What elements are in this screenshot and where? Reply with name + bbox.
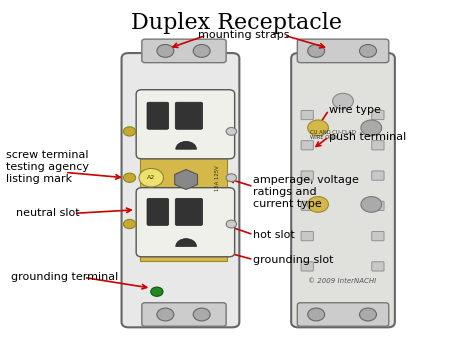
Circle shape xyxy=(359,45,376,57)
Polygon shape xyxy=(175,169,198,190)
Text: grounding slot: grounding slot xyxy=(254,255,334,265)
FancyBboxPatch shape xyxy=(297,303,389,326)
FancyBboxPatch shape xyxy=(301,111,313,120)
FancyBboxPatch shape xyxy=(291,53,395,327)
Circle shape xyxy=(308,120,328,136)
Polygon shape xyxy=(140,90,227,261)
Circle shape xyxy=(157,45,174,57)
Circle shape xyxy=(361,197,382,212)
Circle shape xyxy=(333,93,354,109)
FancyBboxPatch shape xyxy=(301,141,313,150)
FancyBboxPatch shape xyxy=(142,303,226,326)
Circle shape xyxy=(361,120,382,136)
FancyBboxPatch shape xyxy=(147,102,169,129)
FancyBboxPatch shape xyxy=(372,262,384,271)
FancyBboxPatch shape xyxy=(372,111,384,120)
Text: push terminal: push terminal xyxy=(329,132,406,142)
FancyBboxPatch shape xyxy=(372,201,384,210)
Text: amperage, voltage
ratings and
current type: amperage, voltage ratings and current ty… xyxy=(254,175,359,209)
Text: 15A 125V: 15A 125V xyxy=(215,165,220,191)
Text: screw terminal
testing agency
listing mark: screw terminal testing agency listing ma… xyxy=(6,150,89,184)
Text: Duplex Receptacle: Duplex Receptacle xyxy=(131,12,343,34)
Circle shape xyxy=(123,173,136,182)
Circle shape xyxy=(308,197,328,212)
FancyBboxPatch shape xyxy=(121,53,239,327)
Text: grounding terminal: grounding terminal xyxy=(11,272,118,283)
Circle shape xyxy=(308,308,325,321)
Circle shape xyxy=(359,308,376,321)
Text: mounting straps: mounting straps xyxy=(198,30,290,40)
Circle shape xyxy=(123,219,136,229)
Text: hot slot: hot slot xyxy=(254,230,295,240)
FancyBboxPatch shape xyxy=(301,232,313,241)
FancyBboxPatch shape xyxy=(372,141,384,150)
FancyBboxPatch shape xyxy=(301,201,313,210)
Circle shape xyxy=(123,127,136,136)
FancyBboxPatch shape xyxy=(175,199,202,225)
FancyBboxPatch shape xyxy=(372,171,384,180)
Circle shape xyxy=(157,308,174,321)
FancyBboxPatch shape xyxy=(136,90,235,159)
Circle shape xyxy=(139,168,164,187)
Text: A2: A2 xyxy=(147,175,155,180)
FancyBboxPatch shape xyxy=(297,39,389,63)
Wedge shape xyxy=(176,141,197,149)
Circle shape xyxy=(193,45,210,57)
FancyBboxPatch shape xyxy=(142,39,226,63)
FancyBboxPatch shape xyxy=(301,171,313,180)
FancyBboxPatch shape xyxy=(301,262,313,271)
Text: wire type: wire type xyxy=(329,105,381,115)
Text: © 2009 InterNACHI: © 2009 InterNACHI xyxy=(308,278,376,284)
Text: neutral slot: neutral slot xyxy=(16,208,79,218)
Text: CU AND CU-CLAD
WIRE ONLY: CU AND CU-CLAD WIRE ONLY xyxy=(310,130,356,140)
FancyBboxPatch shape xyxy=(372,232,384,241)
FancyBboxPatch shape xyxy=(136,188,235,257)
Circle shape xyxy=(226,127,237,135)
FancyBboxPatch shape xyxy=(175,102,202,129)
Circle shape xyxy=(308,45,325,57)
Circle shape xyxy=(226,220,237,228)
Circle shape xyxy=(226,174,237,182)
FancyBboxPatch shape xyxy=(147,199,169,225)
Wedge shape xyxy=(176,239,197,247)
Circle shape xyxy=(151,287,163,296)
Circle shape xyxy=(193,308,210,321)
